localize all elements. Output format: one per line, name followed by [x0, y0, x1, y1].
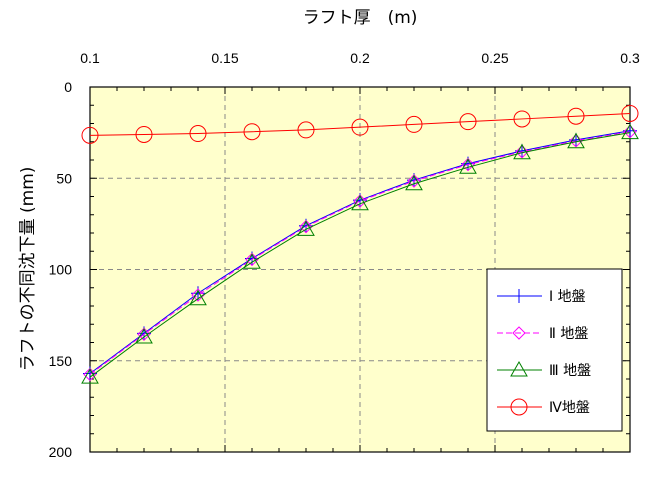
series-2-point	[515, 145, 529, 159]
x-axis-title: ラフト厚 (m)	[303, 8, 418, 28]
legend-marker-2	[512, 326, 526, 340]
series-4-point	[513, 110, 531, 128]
series-4-point	[459, 113, 477, 131]
legend-label-1: Ⅰ 地盤	[549, 289, 586, 305]
series-3-point	[621, 123, 639, 140]
series-4-point	[621, 104, 639, 122]
series-2-point	[137, 327, 151, 341]
series-2-point	[191, 288, 205, 302]
series-line-4	[89, 112, 631, 136]
legend-label-2: Ⅱ 地盤	[549, 326, 588, 342]
y-tick-label: 200	[49, 444, 73, 460]
y-axis-title: ラフトの不同沈下量 (mm)	[18, 167, 38, 372]
series-2	[83, 125, 637, 382]
series-3-point	[297, 220, 315, 236]
series-line-2	[89, 131, 631, 375]
series-2-point	[83, 367, 97, 382]
series-2-point	[407, 174, 421, 188]
series-3-point	[135, 328, 153, 344]
y-tick-label: 50	[56, 170, 72, 186]
series-4-point	[81, 126, 99, 144]
series-4-point	[567, 107, 585, 125]
series-4-point	[135, 125, 153, 143]
legend-marker-1	[512, 289, 526, 303]
x-tick-label: 0.25	[481, 50, 508, 66]
series-2-point	[623, 125, 637, 139]
series-3	[81, 123, 639, 384]
series-2-point	[353, 194, 367, 208]
series-3-point	[189, 289, 207, 306]
series-4-point	[297, 121, 315, 139]
legend-label-3: Ⅲ 地盤	[549, 363, 591, 379]
series-group	[81, 104, 639, 384]
series-4-point	[405, 115, 423, 133]
series-4-point	[351, 118, 369, 136]
series-3-point	[243, 253, 261, 269]
series-3-point	[405, 174, 423, 191]
series-4-point	[243, 123, 261, 141]
series-2-point	[569, 134, 583, 148]
legend-label-4: Ⅳ地盤	[549, 400, 590, 416]
y-tick-label: 150	[49, 353, 73, 369]
series-2-point	[245, 252, 259, 267]
y-tick-label: 100	[49, 262, 73, 278]
x-tick-label: 0.3	[620, 50, 640, 66]
x-tick-label: 0.15	[211, 50, 238, 66]
x-tick-label: 0.2	[350, 50, 370, 66]
legend-marker-4	[510, 398, 528, 416]
series-3-point	[351, 194, 369, 211]
series-2-point	[299, 219, 313, 234]
series-line-3	[89, 132, 631, 378]
series-3-point	[513, 143, 531, 160]
series-4	[81, 104, 639, 144]
series-3-point	[567, 132, 585, 149]
axis-ticks: 0.1 0.15 0.2 0.25 0.3 0 50 100 150 200	[49, 50, 640, 460]
series-3-point	[81, 368, 99, 384]
x-tick-label: 0.1	[80, 50, 100, 66]
y-tick-label: 0	[64, 79, 72, 95]
series-2-point	[461, 157, 475, 172]
legend: Ⅰ 地盤 Ⅱ 地盤 Ⅲ 地盤 Ⅳ地盤	[486, 268, 623, 432]
series-4-point	[189, 125, 207, 143]
series-3-point	[459, 158, 477, 174]
legend-marker-3	[510, 360, 528, 377]
